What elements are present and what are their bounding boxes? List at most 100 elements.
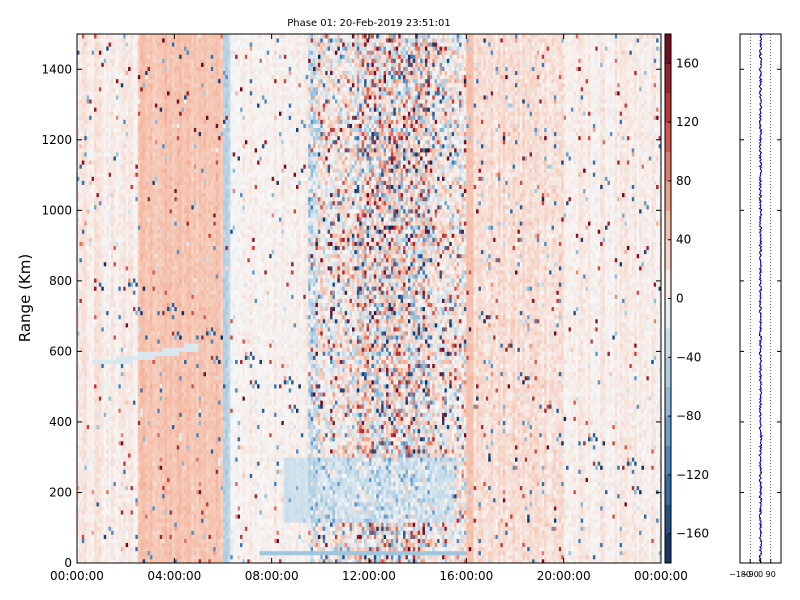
heatmap-cell [82,50,85,54]
heatmap-cell [92,278,95,282]
heatmap-cell [82,502,85,506]
heatmap-cell [109,148,112,152]
heatmap-cell [123,514,126,518]
heatmap-cell [104,339,107,343]
heatmap-cell [126,327,129,331]
heatmap-cell [116,494,119,498]
heatmap-cell [96,58,99,62]
heatmap-cell [118,384,121,388]
heatmap-cell [109,107,112,111]
heatmap-cell [87,441,90,445]
heatmap-cell [89,478,92,482]
heatmap-cell [89,71,92,75]
heatmap-cell [101,266,104,270]
heatmap-cell [116,490,119,494]
heatmap-cell [101,339,104,343]
heatmap-cell [89,412,92,416]
heatmap-cell [96,42,99,46]
heatmap-cell [96,140,99,144]
heatmap-cell [84,111,87,115]
heatmap-cell [109,425,112,429]
heatmap-cell [94,510,97,514]
heatmap-cell [106,233,109,237]
heatmap-cell [99,270,102,274]
heatmap-cell [99,437,102,441]
heatmap-cell [96,95,99,99]
heatmap-cell [111,217,114,221]
heatmap-cell [89,144,92,148]
heatmap-cell [109,555,112,559]
heatmap-cell [84,392,87,396]
heatmap-cell [109,246,112,250]
heatmap-cell [87,164,90,168]
heatmap-cell [114,421,117,425]
heatmap-cell [126,266,129,270]
heatmap-cell [89,327,92,331]
heatmap-cell [96,83,99,87]
heatmap-cell [121,388,124,392]
heatmap-cell [109,526,112,530]
heatmap-cell [94,34,97,38]
heatmap-cell [126,555,129,559]
heatmap-cell [79,71,82,75]
heatmap-cell [79,156,82,160]
heatmap-cell [92,75,95,79]
heatmap-cell [79,205,82,209]
heatmap-cell [116,58,119,62]
heatmap-cell [94,543,97,547]
heatmap-cell [106,217,109,221]
heatmap-cell [106,225,109,229]
heatmap-cell [82,441,85,445]
heatmap-cell [79,433,82,437]
heatmap-cell [94,469,97,473]
heatmap-cell [121,209,124,213]
heatmap-cell [114,400,117,404]
heatmap-cell [123,58,126,62]
heatmap-cell [109,160,112,164]
heatmap-cell [84,290,87,294]
heatmap-cell [99,449,102,453]
heatmap-cell [111,514,114,518]
heatmap-cell [111,339,114,343]
heatmap-cell [82,473,85,477]
heatmap-cell [99,453,102,457]
heatmap-cell [104,303,107,307]
heatmap-cell [109,530,112,534]
heatmap-cell [126,258,129,262]
heatmap-cell [101,307,104,311]
heatmap-cell [116,124,119,128]
heatmap-cell [89,384,92,388]
heatmap-cell [84,221,87,225]
heatmap-cell [104,343,107,347]
heatmap-cell [104,42,107,46]
heatmap-cell [101,124,104,128]
heatmap-cell [126,425,129,429]
heatmap-cell [94,193,97,197]
heatmap-cell [126,360,129,364]
heatmap-cell [87,160,90,164]
heatmap-cell [99,54,102,58]
heatmap-cell [87,229,90,233]
heatmap-cell [121,486,124,490]
heatmap-cell [111,323,114,327]
heatmap-cell [109,254,112,258]
heatmap-cell [99,197,102,201]
heatmap-cell [101,290,104,294]
heatmap-cell [114,201,117,205]
heatmap-cell [111,201,114,205]
heatmap-cell [82,331,85,335]
heatmap-cell [84,335,87,339]
heatmap-cell [79,400,82,404]
heatmap-cell [118,351,121,355]
heatmap-cell [96,160,99,164]
heatmap-cell [82,482,85,486]
heatmap-cell [123,266,126,270]
heatmap-cell [109,136,112,140]
heatmap-cell [92,286,95,290]
heatmap-cell [99,319,102,323]
heatmap-cell [89,457,92,461]
heatmap-cell [87,311,90,315]
heatmap-cell [79,160,82,164]
heatmap-cell [109,75,112,79]
heatmap-cell [99,400,102,404]
